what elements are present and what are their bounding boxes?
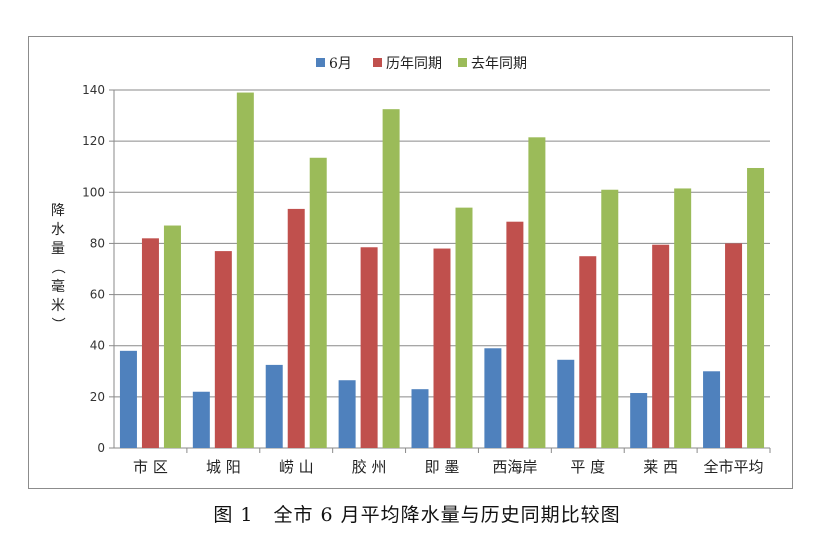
bar [630,393,648,448]
bar [119,350,137,448]
bar [433,248,451,448]
legend-swatch [316,58,325,67]
bar [141,238,159,448]
bar [192,391,210,448]
x-tick-label: 平 度 [570,458,605,476]
x-tick-label: 胶 州 [352,458,387,476]
x-tick-label: 西海岸 [492,458,537,476]
bar [579,256,597,448]
legend-swatch [458,58,467,67]
bar [309,157,327,448]
x-tick-label: 全市平均 [704,458,764,476]
legend-label: 历年同期 [386,56,442,72]
x-tick-label: 莱 西 [643,458,678,476]
bar [747,167,765,448]
bar [236,92,254,449]
y-tick-label: 120 [82,134,105,148]
y-axis-label-char: 毫 [51,278,65,295]
y-tick-label: 60 [90,288,105,302]
y-tick-label: 140 [82,83,105,97]
bar [557,359,575,448]
bar [163,225,181,448]
bar [338,380,356,448]
bar [360,247,378,448]
y-axis-label-char: 米 [51,298,65,314]
bar [674,188,692,448]
bar [265,364,283,448]
bar [455,207,473,448]
bar [484,348,502,448]
bar [382,109,400,448]
legend-label: 6月 [329,56,352,72]
y-tick-label: 20 [90,390,105,404]
figure-caption: 图 1 全市 6 月平均降水量与历史同期比较图 [213,504,621,526]
bar [411,389,429,448]
bar [214,251,232,448]
y-axis-label: 降水量 （ 毫米 ） [49,203,65,331]
legend: 6月 历年同期 去年同期 [316,56,527,72]
y-tick-label: 100 [82,185,105,199]
bar [725,243,743,448]
bar [652,244,670,448]
bar [528,137,546,449]
bar [703,371,721,448]
y-axis-label-char: 降 [51,203,65,219]
bar [506,221,524,448]
y-axis-label-char: 水 [51,222,65,238]
bar-chart: 0 20 40 60 80 100 120 140 市 区 城 阳 崂 山 胶 州 即 墨 西海岸 平 度 莱… [49,56,771,476]
x-tick-label: 市 区 [133,458,168,476]
y-tick-label: 0 [97,441,105,455]
y-tick-label: 40 [90,339,105,353]
x-tick-label: 崂 山 [279,458,314,476]
y-tick-label: 80 [90,236,105,250]
bar [601,189,619,448]
y-axis-label-char: （ [49,260,65,274]
y-axis-label-char: ） [49,317,65,331]
x-tick-label: 即 墨 [425,458,460,476]
bar [287,208,305,448]
x-tick-label: 城 阳 [206,458,241,476]
legend-label: 去年同期 [471,56,527,72]
y-axis-label-char: 量 [51,241,65,257]
legend-swatch [373,58,382,67]
